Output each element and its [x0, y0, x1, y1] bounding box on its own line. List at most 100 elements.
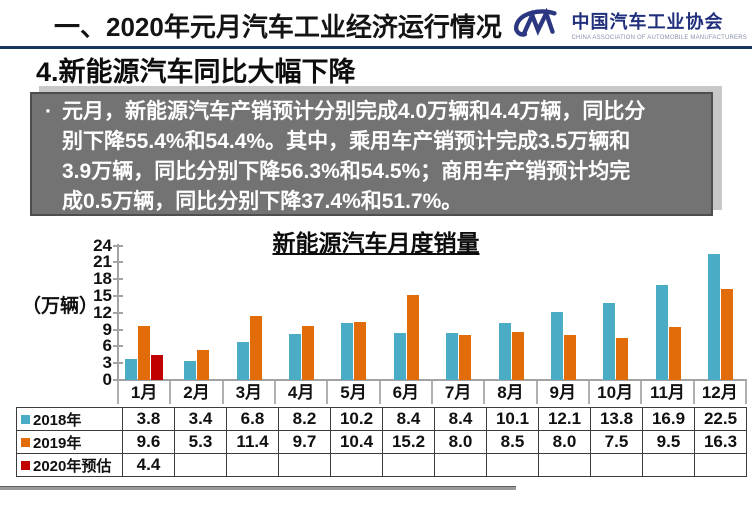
legend-swatch-icon	[21, 460, 30, 470]
chart-data-grid: 2018年 3.8 3.4 6.8 8.2 10.2 8.4 8.4 10.1 12.1 13.8 1…	[16, 407, 747, 477]
chart-bar-2019年-12月	[721, 288, 734, 380]
chart-bar-2018年-5月	[341, 322, 354, 380]
table-cell-2019年-1月: 9.6	[122, 430, 175, 454]
x-axis-label-2月: 2月	[169, 381, 221, 404]
summary-line-1: 元月，新能源汽车产销预计分别完成4.0万辆和4.4万辆，同比分	[62, 100, 646, 123]
table-cell-2020年预估-7月	[434, 453, 487, 477]
table-cell-2020年预估-5月	[330, 453, 383, 477]
x-axis-label-3月: 3月	[221, 381, 274, 404]
chart-bar-2018年-2月	[184, 360, 197, 380]
table-cell-2018年-4月: 8.2	[278, 407, 331, 431]
chart-bar-2019年-11月	[668, 326, 681, 380]
table-cell-2020年预估-3月	[226, 453, 279, 477]
bullet-icon: ·	[45, 100, 52, 123]
x-axis-labels: 1月 2月 3月 4月 5月 6月 7月 8月 9月 10月 11月 12月	[117, 381, 747, 404]
x-axis-label-1月: 1月	[117, 381, 169, 404]
legend-swatch-icon	[21, 437, 30, 447]
table-cell-2020年预估-8月	[486, 453, 539, 477]
table-cell-2020年预估-4月	[278, 453, 331, 477]
table-cell-2019年-2月: 5.3	[174, 430, 227, 454]
table-cell-2018年-2月: 3.4	[174, 407, 227, 431]
y-tick-label-15: 15	[93, 286, 112, 305]
summary-line-2: 别下降55.4%和54.4%。其中，乘用车产销预计完成3.5万辆和	[62, 130, 631, 153]
caam-logo-text: 中国汽车工业协会 CHINA ASSOCIATION OF AUTOMOBILE…	[572, 8, 747, 41]
table-cell-2020年预估-9月	[538, 453, 591, 477]
section-title: 4.新能源汽车同比大幅下降	[36, 57, 356, 87]
x-axis-label-12月: 12月	[692, 381, 747, 404]
table-cell-2018年-5月: 10.2	[330, 407, 383, 431]
series-label-cell: 2018年	[16, 407, 123, 431]
chart-bar-2018年-11月	[655, 285, 668, 380]
chart-bar-2019年-2月	[197, 350, 210, 380]
series-label-cell: 2020年预估	[16, 453, 123, 477]
chart-bar-2019年-8月	[511, 332, 524, 380]
x-axis-label-8月: 8月	[483, 381, 535, 404]
table-cell-2019年-6月: 15.2	[382, 430, 435, 454]
chart-bar-2018年-6月	[393, 332, 406, 380]
chart-bar-2018年-8月	[498, 323, 511, 380]
y-tick-label-6: 6	[102, 336, 112, 356]
data-table: 2018年 3.8 3.4 6.8 8.2 10.2 8.4 8.4 10.1 12.1 13.8 1…	[16, 407, 747, 477]
y-tick-label-24: 24	[93, 235, 112, 255]
chart-title: 新能源汽车月度销量	[272, 230, 480, 256]
x-axis-label-10月: 10月	[587, 381, 640, 404]
table-cell-2018年-10月: 13.8	[590, 407, 643, 431]
table-cell-2019年-4月: 9.7	[278, 430, 331, 454]
table-cell-2018年-6月: 8.4	[382, 407, 435, 431]
summary-line-3: 3.9万辆，同比分别下降56.3%和54.5%；商用车产销预计均完	[62, 160, 631, 183]
legend-swatch-icon	[21, 414, 30, 424]
chart-bar-2020年预估-1月	[151, 355, 164, 380]
org-name-en: CHINA ASSOCIATION OF AUTOMOBILE MANUFACT…	[571, 34, 747, 41]
x-axis-label-9月: 9月	[535, 381, 588, 404]
table-cell-2019年-11月: 9.5	[642, 430, 695, 454]
x-axis-label-11月: 11月	[640, 381, 692, 404]
x-axis-label-5月: 5月	[326, 381, 378, 404]
table-cell-2018年-12月: 22.5	[694, 407, 747, 431]
chart-bar-2018年-4月	[288, 334, 301, 380]
series-label-cell: 2019年	[16, 430, 123, 454]
y-tick-label-18: 18	[93, 269, 112, 289]
x-axis	[117, 379, 747, 381]
table-row: 2019年 9.6 5.3 11.4 9.7 10.4 15.2 8.0 8.5 8.0 7.5 9.…	[16, 430, 747, 454]
table-cell-2019年-5月: 10.4	[330, 430, 383, 454]
header-divider	[0, 46, 752, 49]
y-tick-label-3: 3	[102, 353, 112, 373]
caam-logo: 中国汽车工业协会 CHINA ASSOCIATION OF AUTOMOBILE…	[509, 5, 747, 43]
table-cell-2018年-8月: 10.1	[486, 407, 539, 431]
table-cell-2018年-7月: 8.4	[434, 407, 487, 431]
table-cell-2019年-9月: 8.0	[538, 430, 591, 454]
table-cell-2020年预估-12月	[694, 453, 747, 477]
summary-text: 元月，新能源汽车产销预计分别完成4.0万辆和4.4万辆，同比分 别下降55.4%和…	[62, 97, 701, 217]
table-cell-2019年-10月: 7.5	[590, 430, 643, 454]
table-cell-2020年预估-1月: 4.4	[122, 453, 175, 477]
table-cell-2018年-9月: 12.1	[538, 407, 591, 431]
y-axis-unit-label: （万辆）	[22, 296, 99, 317]
chart-bar-2018年-1月	[125, 358, 138, 380]
y-axis	[117, 244, 119, 381]
y-tick-label-12: 12	[93, 302, 112, 322]
chart-bar-2019年-1月	[138, 326, 151, 380]
table-cell-2020年预估-2月	[174, 453, 227, 477]
table-cell-2018年-3月: 6.8	[226, 407, 279, 431]
chart-bar-2018年-3月	[236, 341, 249, 380]
chart-bar-2019年-5月	[354, 321, 367, 380]
chart-bar-2019年-3月	[249, 316, 262, 380]
plot-area	[118, 244, 747, 380]
y-tick-label-9: 9	[102, 319, 112, 339]
x-axis-label-6月: 6月	[378, 381, 431, 404]
bottom-divider	[0, 486, 516, 490]
summary-box: · 元月，新能源汽车产销预计分别完成4.0万辆和4.4万辆，同比分 别下降55.4…	[30, 92, 713, 216]
chart-bar-2018年-12月	[708, 254, 721, 380]
table-row: 2020年预估 4.4	[16, 453, 747, 477]
chart-bar-2018年-7月	[446, 332, 459, 380]
y-tick-label-0: 0	[102, 370, 112, 389]
chart-bar-2018年-9月	[551, 312, 564, 380]
table-cell-2019年-3月: 11.4	[226, 430, 279, 454]
table-row: 2018年 3.8 3.4 6.8 8.2 10.2 8.4 8.4 10.1 12.1 13.8 1…	[16, 407, 747, 431]
table-cell-2019年-12月: 16.3	[694, 430, 747, 454]
page-title: 一、2020年元月汽车工业经济运行情况	[54, 12, 502, 42]
table-cell-2018年-1月: 3.8	[122, 407, 175, 431]
table-cell-2020年预估-11月	[642, 453, 695, 477]
chart-bar-2019年-6月	[406, 294, 419, 380]
